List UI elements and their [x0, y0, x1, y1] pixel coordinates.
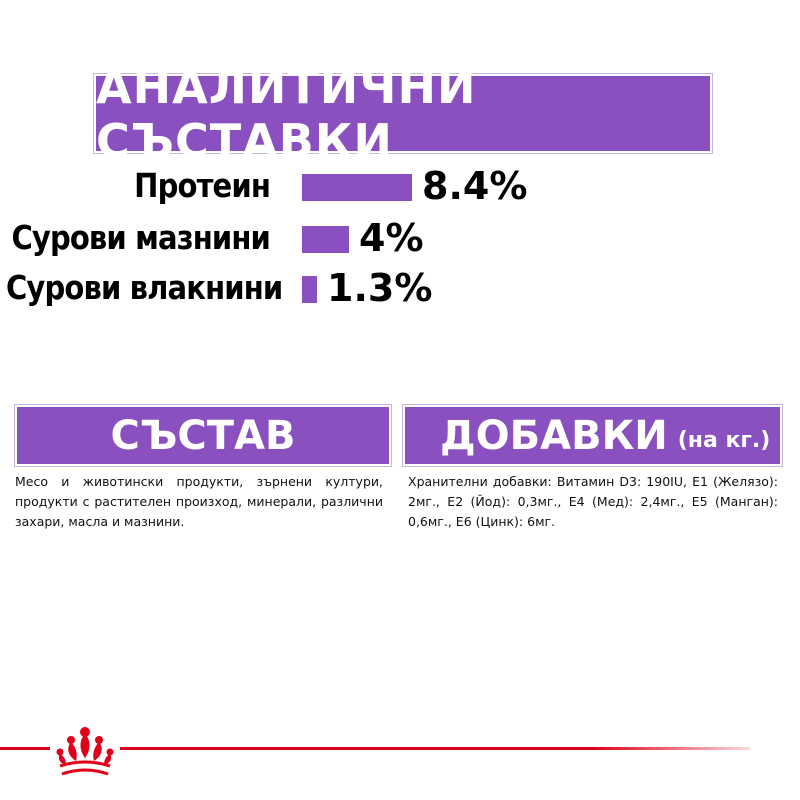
- analytical-title: АНАЛИТИЧНИ СЪСТАВКИ: [96, 59, 477, 168]
- nutrient-value: 4%: [359, 216, 424, 260]
- nutrient-bar: [302, 276, 317, 303]
- nutrient-row-protein: Протеин 8.4%: [0, 164, 800, 208]
- analytical-banner: АНАЛИТИЧНИ СЪСТАВКИ: [94, 59, 712, 168]
- additives-title: ДОБАВКИ: [440, 412, 668, 459]
- additives-unit: (на кг.): [677, 428, 771, 453]
- additives-title-wrap: ДОБАВКИ (на кг.): [405, 407, 780, 464]
- nutrient-label: Сурови влакнини: [6, 268, 283, 307]
- additives-text: Хранителни добавки: Витамин D3: 190IU, E…: [408, 474, 778, 529]
- composition-banner: СЪСТАВ: [15, 405, 391, 466]
- nutrient-label: Сурови мазнини: [11, 218, 270, 257]
- nutrient-bar: [302, 226, 349, 253]
- royal-crown-icon: [56, 727, 114, 776]
- nutrient-value: 8.4%: [422, 164, 528, 208]
- composition-text: Месо и животински продукти, зърнени култ…: [15, 474, 383, 529]
- nutrient-label: Протеин: [134, 166, 271, 205]
- nutrient-row-fat: Сурови мазнини 4%: [0, 216, 800, 260]
- additives-banner: ДОБАВКИ (на кг.): [403, 405, 782, 466]
- nutrient-value: 1.3%: [327, 266, 433, 310]
- nutrient-row-fiber: Сурови влакнини 1.3%: [0, 266, 800, 310]
- footer-line-left: [0, 747, 50, 750]
- composition-title: СЪСТАВ: [110, 412, 296, 459]
- nutrient-bar: [302, 174, 412, 201]
- footer-line-right: [120, 747, 750, 750]
